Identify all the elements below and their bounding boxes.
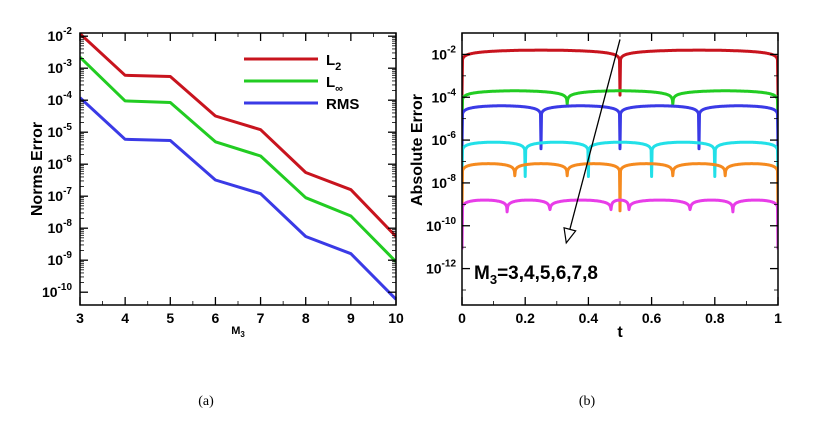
chart-a-frame <box>79 32 397 306</box>
chart-a-series-line <box>80 56 396 263</box>
chart-b-ytick-label: 10-10 <box>426 216 456 234</box>
chart-b-xlabel: t <box>617 324 623 341</box>
chart-a-legend: L2L∞RMS <box>244 52 359 113</box>
chart-b-ytick-label: 10-2 <box>432 44 457 62</box>
chart-b-ytick-label: 10-12 <box>426 259 456 277</box>
chart-b-xtick-label: 0.4 <box>579 310 599 326</box>
chart-b-series-line <box>462 162 778 213</box>
chart-panel-a: 10-2 10-3 10-4 10-5 10-6 10-7 10-8 10-9 10-103 4 5… <box>29 26 404 339</box>
chart-a-ytick-label: 10-9 <box>48 250 73 268</box>
chart-a-series-line <box>80 33 396 238</box>
chart-a-xtick-label: 10 <box>388 310 404 326</box>
chart-a-xtick-label: 7 <box>257 310 265 326</box>
chart-b-ylabel: Absolute Error <box>409 94 426 206</box>
chart-a-xlabel: M3 <box>231 325 245 339</box>
chart-b-arrow <box>563 39 621 245</box>
chart-b-xtick-label: 1 <box>774 310 782 326</box>
chart-b-series-line <box>462 140 778 178</box>
chart-a-ytick-label: 10-8 <box>48 218 73 236</box>
chart-b-xtick-label: 0.8 <box>705 310 725 326</box>
chart-b-xtick-label: 0 <box>458 310 466 326</box>
chart-b-axes: 10-2 10-4 10-6 10-8 10-10 10-12 0 0.2 0.4 0.6 0.8 1 <box>426 33 782 326</box>
chart-b-ytick-label: 10-8 <box>432 173 457 191</box>
chart-a-legend-label: RMS <box>326 96 359 113</box>
chart-a-series-line <box>80 96 396 301</box>
chart-a-xtick-label: 3 <box>76 310 84 326</box>
chart-b-ytick-label: 10-4 <box>432 87 457 105</box>
chart-a-ytick-label: 10-3 <box>48 58 73 76</box>
subfigure-label-a: (a) <box>198 394 214 409</box>
chart-b-series-line <box>462 89 778 130</box>
chart-a-series-group <box>80 33 396 301</box>
chart-b-xtick-label: 0.6 <box>642 310 662 326</box>
chart-b-ytick-label: 10-6 <box>432 130 457 148</box>
chart-b-xtick-label: 0.2 <box>515 310 535 326</box>
chart-b-arrow-head <box>563 227 577 245</box>
chart-a-xtick-label: 5 <box>166 310 174 326</box>
chart-a-legend-label: L∞ <box>326 74 343 95</box>
chart-a-ylabel: Norms Error <box>29 122 46 216</box>
chart-b-series-line <box>462 104 778 151</box>
chart-b-arrow-shaft <box>565 39 621 244</box>
chart-a-xtick-label: 6 <box>212 310 220 326</box>
subfigure-label-b: (b) <box>579 394 596 409</box>
chart-a-ytick-label: 10-10 <box>42 282 72 300</box>
chart-a-ytick-label: 10-5 <box>48 122 73 140</box>
chart-a-ytick-label: 10-4 <box>48 90 73 108</box>
chart-a-ytick-label: 10-7 <box>48 186 73 204</box>
chart-a-legend-label: L2 <box>326 52 341 73</box>
chart-a-xtick-label: 8 <box>302 310 310 326</box>
chart-b-series-line <box>462 48 778 97</box>
chart-a-xtick-label: 9 <box>347 310 355 326</box>
chart-b-series-group <box>462 48 778 250</box>
chart-b-annotation: M3=3,4,5,6,7,8 <box>474 263 598 287</box>
chart-a-ytick-label: 10-2 <box>48 26 73 44</box>
chart-a-xtick-label: 4 <box>121 310 129 326</box>
chart-a-ytick-label: 10-6 <box>48 154 73 172</box>
chart-a-axes: 10-2 10-3 10-4 10-5 10-6 10-7 10-8 10-9 10-103 4 5… <box>42 26 404 326</box>
chart-b-series-line <box>462 198 778 250</box>
